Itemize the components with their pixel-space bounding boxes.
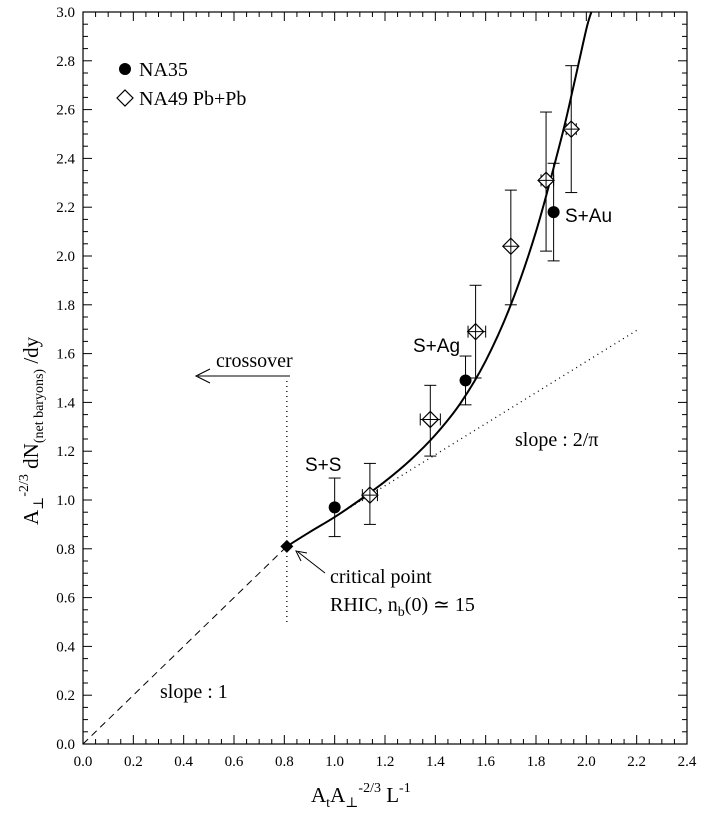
y-tick-label: 3.0: [56, 5, 75, 21]
critical-point-marker: [280, 539, 294, 553]
label-s-ag: S+Ag: [413, 336, 460, 357]
crossover-arrowhead: [194, 368, 211, 384]
y-tick-label: 0.6: [56, 591, 75, 607]
y-tick-label: 1.0: [56, 493, 75, 509]
x-tick-label: 1.4: [426, 754, 445, 770]
slope-2-pi-label: slope : 2/π: [515, 429, 598, 451]
error-bars: [328, 65, 578, 538]
crossover-label: crossover: [216, 350, 293, 372]
legend-label-na49: NA49 Pb+Pb: [139, 88, 246, 110]
x-tick-label: 1.0: [325, 754, 344, 770]
y-tick-label: 2.6: [56, 103, 75, 119]
y-tick-label: 2.8: [56, 54, 75, 70]
critical-point-label: critical point: [330, 566, 432, 588]
axis-ticks: [82, 11, 688, 745]
label-s-au: S+Au: [565, 206, 612, 227]
x-tick-label: 0.4: [174, 754, 193, 770]
y-axis-title: A⊥-2/3 dN(net baryons) /dy: [17, 336, 47, 525]
data-point-na35: [459, 374, 472, 387]
fit-curve: [286, 11, 593, 548]
x-tick-label: 0.8: [275, 754, 294, 770]
critical-point-pointer: [297, 551, 326, 574]
x-tick-label: 0.2: [124, 754, 143, 770]
y-tick-label: 1.8: [56, 298, 75, 314]
plot-frame: [82, 11, 688, 745]
legend-marker-na35: [119, 63, 131, 75]
x-tick-label: 2.0: [577, 754, 596, 770]
critical-point-label-2: RHIC, nb(0) ≃ 15: [330, 594, 475, 620]
slope-1-dashed-line: [82, 546, 288, 745]
y-tick-label: 0.2: [56, 688, 75, 704]
x-tick-label: 0.0: [74, 754, 93, 770]
legend: NA35 NA49 Pb+Pb: [116, 59, 246, 110]
x-axis-title: AtA⊥-2/3 L-1: [311, 781, 411, 811]
x-tick-label: 2.4: [678, 754, 697, 770]
y-tick-label: 1.6: [56, 347, 75, 363]
y-tick-label: 2.2: [56, 200, 75, 216]
critical-point-pointer-head: [295, 550, 308, 562]
y-tick-label: 1.4: [56, 395, 75, 411]
slope-1-label: slope : 1: [160, 681, 228, 703]
slope-2-over-pi-dotted-line: [286, 329, 638, 547]
data-markers: [328, 120, 581, 514]
y-tick-label: 2.0: [56, 249, 75, 265]
y-tick-label: 0.4: [56, 639, 75, 655]
data-point-na35: [547, 206, 560, 219]
legend-marker-na49: [116, 89, 134, 107]
x-tick-label: 2.2: [627, 754, 646, 770]
y-tick-label: 0.0: [56, 737, 75, 753]
y-tick-label: 1.2: [56, 444, 75, 460]
x-tick-label: 1.6: [476, 754, 495, 770]
label-s-s: S+S: [305, 455, 341, 476]
y-tick-label: 2.4: [56, 151, 75, 167]
x-tick-label: 1.2: [376, 754, 395, 770]
data-point-na35: [328, 501, 341, 514]
y-tick-label: 0.8: [56, 542, 75, 558]
y-tick-labels: 0.0 0.2 0.4 0.6 0.8 1.0 1.2 1.4 1.6 1.8 2.0 2.2 2.4 2…: [56, 5, 75, 753]
x-tick-labels: 0.0 0.2 0.4 0.6 0.8 1.0 1.2 1.4 1.6 1.8 2.0 2.2 2.4: [74, 754, 697, 770]
legend-label-na35: NA35: [139, 59, 188, 81]
x-tick-label: 0.6: [225, 754, 244, 770]
x-tick-label: 1.8: [527, 754, 546, 770]
